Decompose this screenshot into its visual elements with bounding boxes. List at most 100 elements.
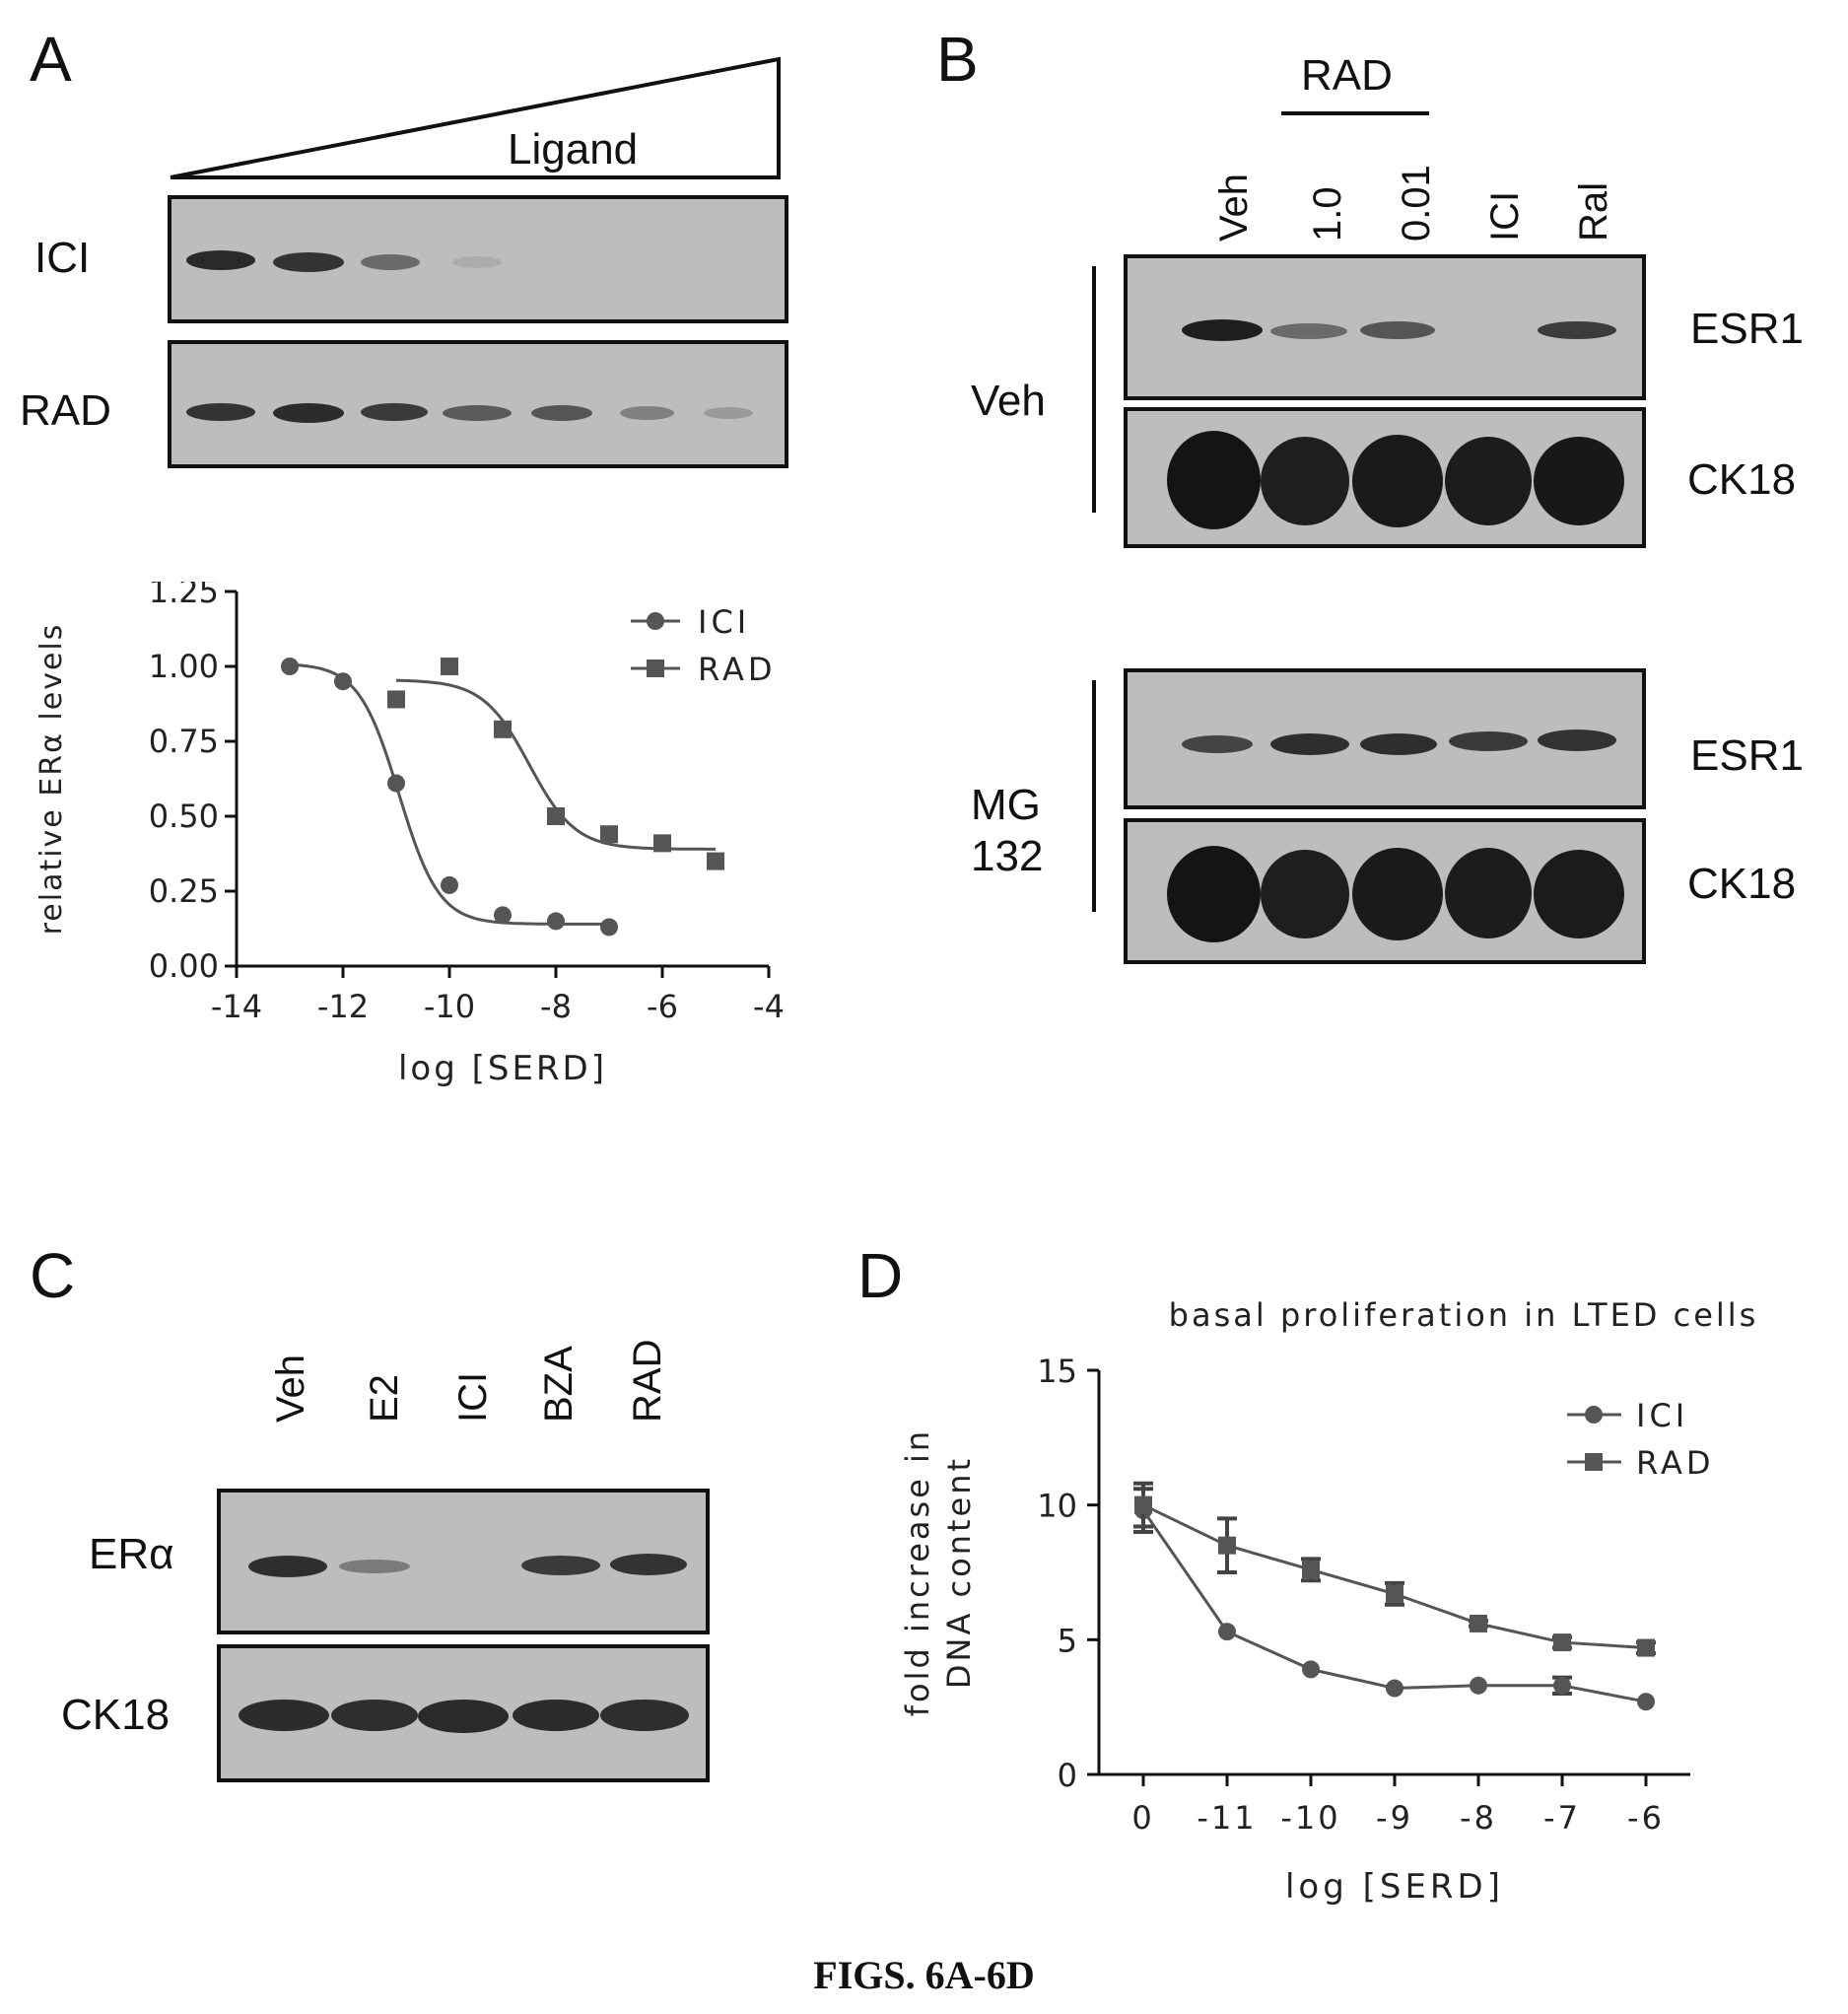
legend-label-rad: RAD — [1636, 1444, 1714, 1482]
band — [1167, 431, 1261, 529]
lane-label-ici: ICI — [1483, 190, 1527, 242]
blot-c-era — [217, 1489, 710, 1634]
x-tick-label: -14 — [211, 988, 262, 1025]
band — [1270, 733, 1349, 755]
x-tick-label: 0 — [1131, 1799, 1154, 1837]
blot-a-row-label-ici: ICI — [34, 234, 91, 282]
data-point-ici — [281, 658, 299, 675]
y-tick-label: 1.25 — [149, 582, 219, 610]
band — [521, 1556, 600, 1575]
y-tick-label: 1.00 — [149, 648, 219, 685]
band — [1360, 321, 1435, 339]
blot-a-row-label-rad: RAD — [20, 386, 111, 435]
x-tick-label: -6 — [1627, 1799, 1665, 1837]
band — [610, 1554, 687, 1575]
band — [1449, 731, 1528, 751]
data-point-ici — [334, 672, 352, 691]
lane-label-ici: ICI — [451, 1371, 495, 1423]
data-point-ici — [1302, 1660, 1320, 1679]
band — [1538, 729, 1616, 751]
band — [1445, 437, 1532, 525]
band — [1270, 323, 1347, 339]
x-tick-label: -4 — [753, 988, 785, 1025]
band — [361, 403, 428, 421]
x-axis-title: log [SERD] — [398, 1049, 607, 1088]
x-tick-label: -8 — [540, 988, 572, 1025]
data-point-rad — [547, 807, 565, 825]
ligand-gradient-triangle — [170, 56, 781, 179]
band — [600, 1700, 689, 1731]
lane-label-ral: Ral — [1572, 181, 1615, 242]
row-label-era: ERα — [89, 1530, 174, 1578]
band — [452, 256, 502, 268]
data-point-rad — [1470, 1614, 1487, 1632]
panel-b-letter: B — [936, 24, 979, 95]
row-label-ck18: CK18 — [1687, 860, 1797, 908]
data-point-ici — [1637, 1693, 1655, 1711]
data-point-rad — [1386, 1584, 1403, 1603]
band — [1534, 437, 1624, 525]
legend-marker-rad — [647, 660, 664, 677]
row-label-ck18: CK18 — [1687, 455, 1797, 504]
blot-b-veh-ck18 — [1124, 407, 1646, 548]
data-point-ici — [547, 912, 565, 931]
band — [1261, 850, 1349, 938]
chart-title: basal proliferation in LTED cells — [1169, 1296, 1759, 1334]
x-tick-label: -6 — [647, 988, 678, 1025]
legend-marker-rad — [1585, 1453, 1603, 1471]
band — [1538, 321, 1616, 339]
row-group-label-132: 132 — [971, 832, 1044, 880]
veh-group-bracket — [1092, 266, 1096, 513]
band — [704, 407, 753, 419]
data-point-rad — [1134, 1495, 1152, 1514]
data-point-ici — [387, 774, 405, 793]
row-group-label-mg: MG — [971, 781, 1041, 829]
data-point-rad — [1553, 1633, 1571, 1652]
panel-d-letter: D — [857, 1240, 904, 1311]
data-point-ici — [1470, 1676, 1487, 1695]
chart-d: basal proliferation in LTED cells 0 5 10 15 0… — [899, 1296, 1759, 1907]
row-label-ck18: CK18 — [61, 1691, 171, 1739]
x-tick-label: -7 — [1543, 1799, 1581, 1837]
data-point-rad — [1302, 1561, 1320, 1579]
blot-a-rad — [168, 340, 788, 468]
blot-b-mg132-esr1 — [1124, 668, 1646, 809]
band — [1182, 735, 1253, 753]
band — [186, 250, 255, 270]
data-point-rad — [707, 852, 724, 870]
mg132-group-bracket — [1092, 680, 1096, 912]
band — [620, 406, 674, 420]
data-point-rad — [600, 825, 618, 844]
lane-label-bza: BZA — [537, 1346, 581, 1423]
y-tick-label: 0.25 — [149, 872, 219, 910]
legend-label-ici: ICI — [698, 603, 750, 641]
ligand-label: Ligand — [508, 125, 639, 174]
band — [1167, 846, 1261, 942]
x-tick-label: -10 — [1280, 1799, 1340, 1837]
band — [239, 1700, 329, 1731]
band — [443, 405, 512, 421]
chart-a: 0.00 0.25 0.50 0.75 1.00 1.25 -14 -12 -10 -8 -6 -4 l… — [34, 582, 785, 1088]
band — [273, 403, 344, 423]
band — [186, 403, 255, 421]
band — [331, 1700, 418, 1731]
legend-marker-ici — [647, 612, 664, 630]
lane-label-0-01: 0.01 — [1395, 165, 1438, 242]
data-point-rad — [494, 720, 512, 738]
band — [1261, 437, 1349, 525]
data-point-rad — [653, 834, 671, 853]
row-label-esr1: ESR1 — [1690, 731, 1804, 780]
y-axis-title: fold increase in DNA content — [899, 1428, 978, 1716]
y-axis-title: relative ERα levels — [34, 623, 69, 936]
x-axis-title: log [SERD] — [1285, 1867, 1504, 1907]
y-tick-label: 0 — [1058, 1757, 1077, 1794]
x-tick-label: -12 — [317, 988, 369, 1025]
band — [1534, 850, 1624, 938]
lane-label-veh: Veh — [269, 1354, 312, 1423]
band — [339, 1560, 410, 1573]
band — [418, 1700, 509, 1733]
band — [531, 405, 592, 421]
y-tick-label: 0.75 — [149, 723, 219, 760]
panel-a-letter: A — [30, 24, 72, 95]
lane-label-rad: RAD — [626, 1339, 669, 1423]
